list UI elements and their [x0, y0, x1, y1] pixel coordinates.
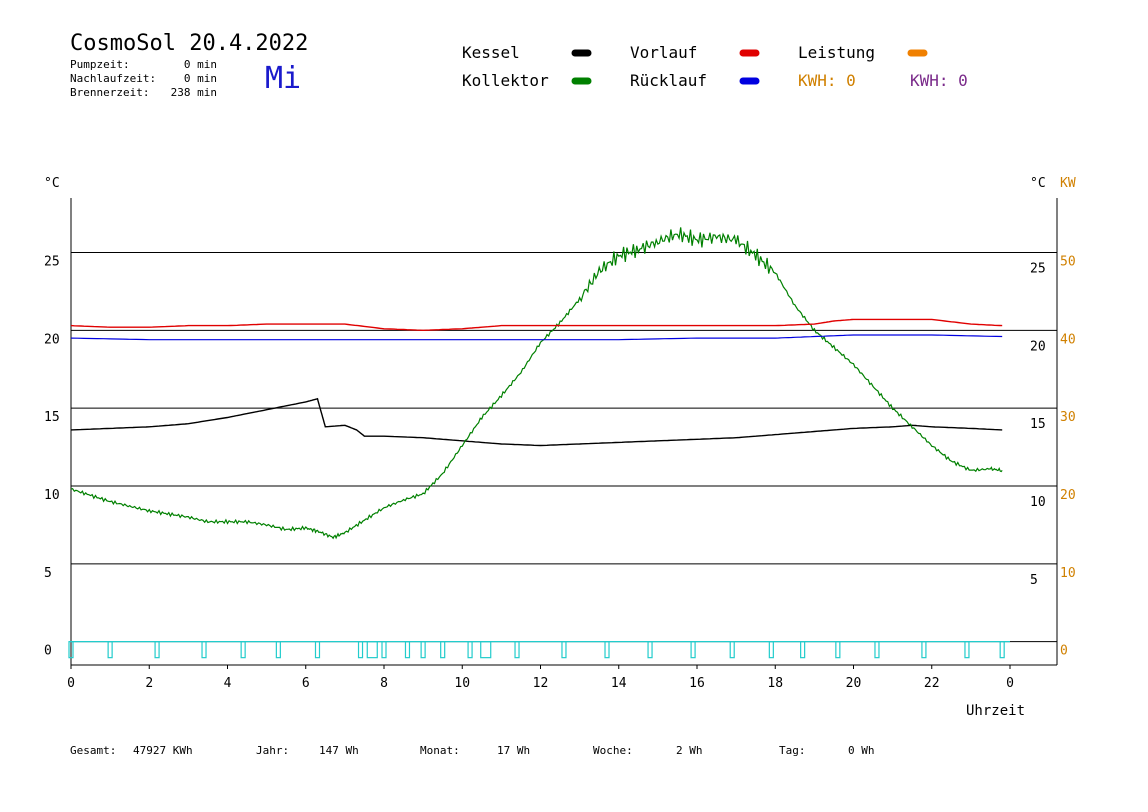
x-tick-label: 2: [145, 676, 153, 691]
y-tick-left: 0: [44, 644, 52, 659]
pump-pulse: [201, 641, 207, 659]
y-tick-right: 15: [1030, 417, 1046, 432]
pump-pulse: [480, 641, 492, 659]
footer-label: Monat:: [420, 744, 460, 757]
y-tick-right: 20: [1030, 339, 1046, 354]
legend-label: Rücklauf: [630, 71, 707, 90]
legend-label: Kollektor: [462, 71, 549, 90]
y-tick-right-kw: 0: [1060, 644, 1068, 659]
footer-value: 0 Wh: [848, 744, 875, 757]
x-tick-label: 12: [533, 676, 549, 691]
kwh-label: KWH: 0: [910, 71, 968, 90]
pump-pulse-layer: [68, 641, 1010, 659]
stat-label: Brennerzeit:: [70, 86, 149, 99]
series-line-3: [70, 334, 1003, 341]
pump-pulse: [440, 641, 446, 659]
footer-value: 2 Wh: [676, 744, 703, 757]
stat-value: 238 min: [171, 86, 217, 99]
pump-pulse: [240, 641, 246, 659]
pump-pulse: [690, 641, 696, 659]
header-stats: Pumpzeit: 0 min Nachlaufzeit: 0 min Brennerz…: [70, 58, 217, 99]
footer-value: 147 Wh: [319, 744, 359, 757]
pump-pulse: [921, 641, 927, 659]
pump-pulse: [357, 641, 364, 659]
y-unit-right-kw: KW: [1060, 176, 1076, 191]
x-tick-label: 4: [224, 676, 232, 691]
footer-value: 47927 KWh: [133, 744, 193, 757]
y-tick-right-kw: 20: [1060, 488, 1076, 503]
y-tick-left: 5: [44, 566, 52, 581]
pump-pulse: [561, 641, 567, 659]
footer-label: Gesamt:: [70, 744, 116, 757]
pump-pulse: [604, 641, 610, 659]
x-tick-label: 18: [767, 676, 783, 691]
footer-label: Tag:: [779, 744, 806, 757]
weekday-label: Mi: [265, 61, 301, 96]
pump-pulse: [68, 641, 74, 659]
x-tick-label: 6: [302, 676, 310, 691]
y-tick-right-kw: 10: [1060, 566, 1076, 581]
pump-pulse: [964, 641, 970, 659]
y-unit-right: °C: [1030, 176, 1046, 191]
x-tick-label: 0: [1006, 676, 1014, 691]
y-tick-left: 25: [44, 254, 60, 269]
pump-pulse: [768, 641, 774, 659]
y-tick-left: 10: [44, 488, 60, 503]
pump-pulse: [275, 641, 281, 659]
pump-pulse: [999, 641, 1005, 659]
x-axis-label: Uhrzeit: [966, 703, 1025, 719]
stat-value: 0 min: [184, 58, 217, 71]
footer-value: 17 Wh: [497, 744, 530, 757]
y-tick-right: 25: [1030, 261, 1046, 276]
stat-value: 0 min: [184, 72, 217, 85]
legend: Kessel Vorlauf Leistung Kollektor Rücklauf KW…: [462, 43, 968, 90]
stat-label: Pumpzeit:: [70, 58, 130, 71]
x-tick-label: 10: [454, 676, 470, 691]
axes: °C °C KW 0 5 10 15 20 25 5 10 15 20 25 0 10 20 30 40 50 0 2 4 6…: [44, 176, 1076, 719]
series-line-2: [70, 318, 1003, 332]
y-tick-right-kw: 30: [1060, 410, 1076, 425]
y-tick-left: 15: [44, 410, 60, 425]
y-tick-right: 5: [1030, 573, 1038, 588]
series-line-0: [70, 397, 1003, 447]
y-tick-right: 10: [1030, 495, 1046, 510]
footer-label: Woche:: [593, 744, 633, 757]
x-tick-label: 22: [924, 676, 940, 691]
pump-pulse: [729, 641, 735, 659]
series-line-1: [70, 227, 1003, 540]
x-tick-label: 8: [380, 676, 388, 691]
pump-pulse: [835, 641, 841, 659]
pump-pulse: [366, 641, 378, 659]
x-tick-label: 14: [611, 676, 627, 691]
y-tick-right-kw: 50: [1060, 254, 1076, 269]
kwh-label: KWH: 0: [798, 71, 856, 90]
x-tick-label: 0: [67, 676, 75, 691]
pump-pulse: [647, 641, 653, 659]
pump-pulse: [107, 641, 113, 659]
series-layer: [70, 227, 1003, 540]
legend-label: Kessel: [462, 43, 520, 62]
pump-pulse: [381, 641, 387, 659]
stat-label: Nachlaufzeit:: [70, 72, 156, 85]
x-tick-label: 20: [846, 676, 862, 691]
chart-title: CosmoSol 20.4.2022: [70, 31, 308, 56]
pump-pulse: [404, 641, 411, 659]
pump-pulse: [314, 641, 321, 659]
legend-label: Vorlauf: [630, 43, 697, 62]
pump-pulse: [467, 641, 473, 659]
pump-pulse: [800, 641, 806, 659]
legend-label: Leistung: [798, 43, 875, 62]
pump-pulse: [874, 641, 880, 659]
y-unit-left: °C: [44, 176, 60, 191]
footer-totals: Gesamt: 47927 KWh Jahr: 147 Wh Monat: 17 Wh Wo…: [70, 744, 875, 757]
y-tick-right-kw: 40: [1060, 332, 1076, 347]
pump-pulse: [154, 641, 160, 659]
footer-label: Jahr:: [256, 744, 289, 757]
pump-pulse: [420, 641, 426, 659]
y-tick-left: 20: [44, 332, 60, 347]
pump-pulse: [514, 641, 520, 659]
x-tick-label: 16: [689, 676, 705, 691]
